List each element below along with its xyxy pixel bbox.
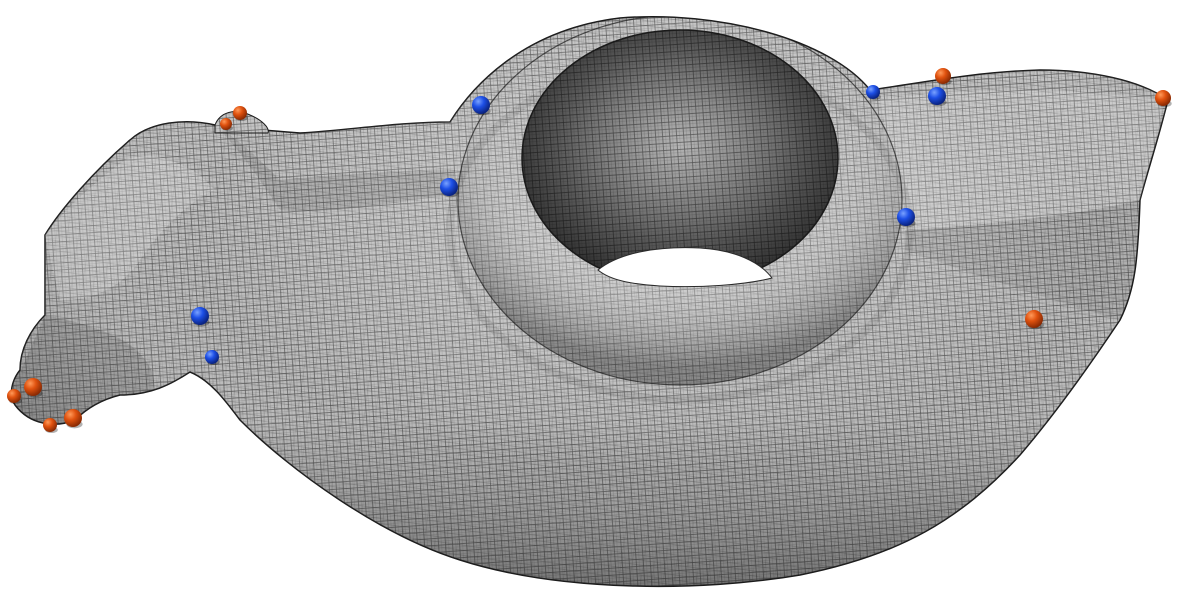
orange-marker-sphere[interactable]: [43, 418, 57, 432]
blue-marker-sphere[interactable]: [897, 208, 915, 226]
blue-marker[interactable]: [928, 87, 947, 107]
blue-marker-sphere[interactable]: [205, 350, 219, 364]
orange-marker[interactable]: [64, 409, 83, 429]
orange-marker-sphere[interactable]: [64, 409, 82, 427]
orange-marker-sphere[interactable]: [220, 118, 232, 130]
blue-marker[interactable]: [205, 350, 220, 366]
orange-marker-sphere[interactable]: [233, 106, 247, 120]
blue-marker[interactable]: [191, 307, 210, 327]
orange-marker-sphere[interactable]: [1155, 90, 1171, 106]
orange-marker[interactable]: [1155, 90, 1172, 108]
blue-marker-sphere[interactable]: [440, 178, 458, 196]
orange-marker[interactable]: [935, 68, 952, 86]
center-hole: [521, 29, 839, 288]
orange-marker[interactable]: [7, 389, 22, 405]
blue-marker-sphere[interactable]: [472, 96, 490, 114]
blue-marker-sphere[interactable]: [928, 87, 946, 105]
blue-marker[interactable]: [440, 178, 459, 198]
orange-marker[interactable]: [220, 118, 233, 131]
blue-marker[interactable]: [866, 85, 881, 101]
orange-marker[interactable]: [24, 378, 43, 398]
orange-marker[interactable]: [233, 106, 248, 122]
marker-layer: [7, 68, 1172, 434]
blue-marker[interactable]: [472, 96, 491, 116]
orange-marker-sphere[interactable]: [24, 378, 42, 396]
orange-marker-sphere[interactable]: [935, 68, 951, 84]
orange-marker[interactable]: [1025, 310, 1044, 330]
blue-marker[interactable]: [897, 208, 916, 228]
blue-marker-sphere[interactable]: [866, 85, 880, 99]
orange-marker-sphere[interactable]: [7, 389, 21, 403]
orange-marker[interactable]: [43, 418, 58, 434]
blue-marker-sphere[interactable]: [191, 307, 209, 325]
orange-marker-sphere[interactable]: [1025, 310, 1043, 328]
